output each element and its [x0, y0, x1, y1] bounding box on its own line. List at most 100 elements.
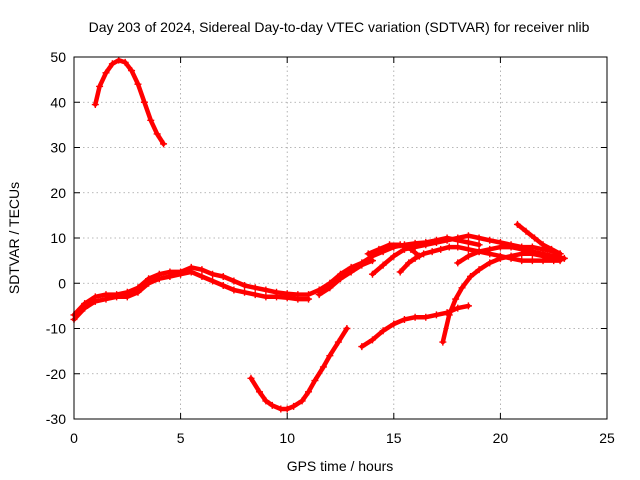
data-point: [283, 405, 291, 413]
data-point: [528, 257, 536, 265]
data-point: [464, 252, 472, 260]
data-point: [115, 56, 123, 64]
data-point: [140, 98, 148, 106]
y-tick-label: -10: [46, 321, 66, 337]
data-point: [121, 58, 129, 66]
data-point: [311, 377, 319, 385]
data-point: [315, 291, 323, 299]
data-point: [513, 220, 521, 228]
data-point: [145, 279, 153, 287]
data-point: [443, 236, 451, 244]
data-point: [326, 284, 334, 292]
data-point: [262, 293, 270, 301]
y-tick-label: -30: [46, 411, 66, 427]
data-point: [454, 259, 462, 267]
data-point: [531, 234, 539, 242]
data-point: [496, 252, 504, 260]
data-point: [464, 239, 472, 247]
data-point: [91, 297, 99, 305]
x-tick-label: 10: [279, 430, 295, 446]
data-point: [437, 245, 445, 253]
x-tick-label: 5: [177, 430, 185, 446]
data-point: [422, 241, 430, 249]
data-point: [305, 388, 313, 396]
x-tick-label: 15: [386, 430, 402, 446]
data-point: [445, 243, 453, 251]
data-point: [347, 268, 355, 276]
data-point: [273, 293, 281, 301]
data-point: [277, 405, 285, 413]
data-point: [390, 320, 398, 328]
data-point: [496, 243, 504, 251]
data-point: [262, 397, 270, 405]
y-tick-label: 30: [50, 140, 66, 156]
data-point: [198, 266, 206, 274]
data-point: [439, 338, 447, 346]
data-point: [396, 268, 404, 276]
data-point: [518, 245, 526, 253]
data-point: [368, 336, 376, 344]
data-point: [507, 254, 515, 262]
data-point: [507, 243, 515, 251]
data-point: [411, 254, 419, 262]
x-tick-labels: 0 5 10 15 20 25: [70, 430, 615, 446]
y-tick-label: -20: [46, 366, 66, 382]
data-point: [475, 266, 483, 274]
data-point: [407, 245, 415, 253]
data-point: [134, 288, 142, 296]
y-tick-label: 0: [58, 275, 66, 291]
data-point: [375, 245, 383, 253]
data-point: [198, 272, 206, 280]
data-point: [108, 60, 116, 68]
data-point: [475, 234, 483, 242]
data-point: [134, 80, 142, 88]
data-point: [368, 270, 376, 278]
data-point: [467, 272, 475, 280]
data-point: [343, 325, 351, 332]
data-point: [113, 293, 121, 301]
data-point: [560, 254, 568, 262]
x-tick-label: 20: [493, 430, 509, 446]
data-point: [386, 241, 394, 249]
data-point: [390, 252, 398, 260]
data-point: [166, 272, 174, 280]
data-point: [155, 275, 163, 283]
series-arc-9: [454, 243, 568, 267]
data-point: [102, 295, 110, 303]
data-point: [432, 239, 440, 247]
data-point: [209, 270, 217, 278]
y-axis-label: SDTVAR / TECUs: [6, 182, 22, 294]
series-arc-1: [91, 56, 168, 148]
data-point: [251, 284, 259, 292]
data-point: [432, 311, 440, 319]
data-point: [528, 248, 536, 256]
data-point: [334, 338, 342, 346]
data-point: [230, 286, 238, 294]
series-line: [365, 242, 422, 259]
data-point: [268, 401, 276, 409]
data-point: [96, 82, 104, 90]
data-point: [187, 268, 195, 276]
data-point: [475, 241, 483, 249]
data-point: [454, 243, 462, 251]
data-point: [428, 248, 436, 256]
series-arc-11: [364, 241, 423, 260]
data-point: [420, 250, 428, 258]
data-point: [319, 363, 327, 371]
data-point: [400, 315, 408, 323]
data-point: [454, 234, 462, 242]
data-point: [283, 294, 291, 302]
data-point: [128, 67, 136, 75]
data-point: [379, 261, 387, 269]
data-point: [262, 286, 270, 294]
data-point: [452, 295, 460, 303]
data-point: [548, 245, 556, 253]
y-tick-labels: -30 -20 -10 0 10 20 30 40 50: [46, 49, 66, 427]
data-point: [522, 227, 530, 235]
x-axis-label: GPS time / hours: [287, 458, 394, 474]
data-point: [445, 311, 453, 319]
data-point: [368, 257, 376, 265]
data-point: [147, 116, 155, 124]
data-point: [358, 261, 366, 269]
